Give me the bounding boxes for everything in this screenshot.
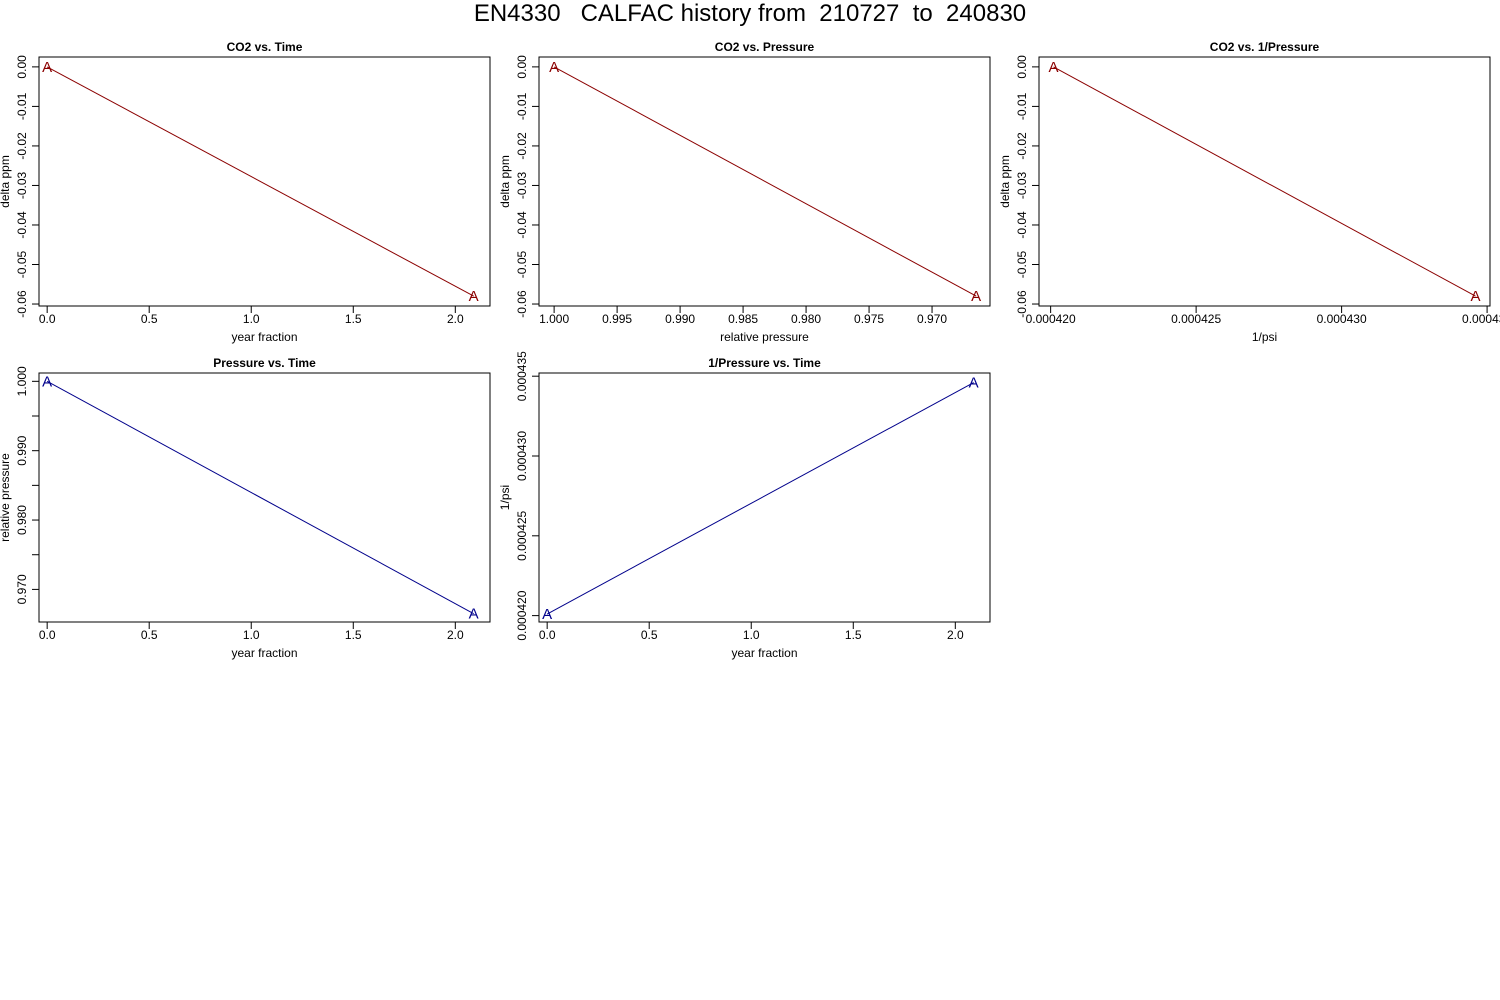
x-tick-label: 1.0 xyxy=(243,628,260,642)
x-tick-label: 0.990 xyxy=(665,312,695,326)
series-line xyxy=(46,380,474,615)
data-point-marker: A xyxy=(969,375,979,392)
series-line xyxy=(546,382,974,615)
y-tick-label: -0.06 xyxy=(515,290,529,318)
y-tick-label: -0.03 xyxy=(515,171,529,199)
x-tick-label: 0.5 xyxy=(141,628,158,642)
x-tick-label: 0.995 xyxy=(602,312,632,326)
data-point-marker: A xyxy=(469,606,479,623)
figure-title: EN4330 CALFAC history from 210727 to 240… xyxy=(473,0,1027,27)
x-tick-label: 0.980 xyxy=(791,312,821,326)
x-tick-label: 0.5 xyxy=(641,628,658,642)
chart-title: 1/Pressure vs. Time xyxy=(708,356,821,370)
y-tick-label: -0.03 xyxy=(1015,171,1029,199)
chart-title: CO2 vs. Time xyxy=(227,40,303,54)
y-tick-label: -0.06 xyxy=(1015,290,1029,318)
y-tick-label: 0.000435 xyxy=(515,351,529,401)
y-tick-label: 0.00 xyxy=(15,55,29,79)
y-tick-label: -0.04 xyxy=(1015,211,1029,239)
y-tick-label: -0.06 xyxy=(15,290,29,318)
x-tick-label: 0.0 xyxy=(39,312,56,326)
series-line xyxy=(553,66,977,297)
x-tick-label: 1.5 xyxy=(345,628,362,642)
chart-title: CO2 vs. 1/Pressure xyxy=(1210,40,1320,54)
x-tick-label: 0.000435 xyxy=(1462,312,1500,326)
chart-panel: CO2 vs. Time 0.0 0.5 1.0 1.5 2.0 year fraction… xyxy=(0,40,491,344)
y-tick-label: -0.05 xyxy=(515,251,529,279)
x-tick-label: 1.000 xyxy=(539,312,569,326)
x-tick-label: 0.000425 xyxy=(1171,312,1221,326)
y-tick-label: 1.000 xyxy=(15,366,29,396)
y-tick-label: 0.990 xyxy=(15,435,29,465)
chart-panel: Pressure vs. Time 0.0 0.5 1.0 1.5 2.0 year fra… xyxy=(0,356,491,660)
y-tick-label: -0.04 xyxy=(515,211,529,239)
x-axis-label: year fraction xyxy=(231,646,297,660)
x-tick-label: 1.5 xyxy=(345,312,362,326)
x-axis-label: year fraction xyxy=(731,646,797,660)
y-tick-label: -0.05 xyxy=(15,251,29,279)
x-tick-label: 0.970 xyxy=(917,312,947,326)
x-axis-label: year fraction xyxy=(231,330,297,344)
y-tick-label: 0.980 xyxy=(15,505,29,535)
y-axis-label: delta ppm xyxy=(498,155,512,208)
data-point-marker: A xyxy=(42,59,52,76)
plot-frame xyxy=(38,372,491,623)
y-tick-label: -0.01 xyxy=(15,92,29,120)
y-tick-label: 0.00 xyxy=(1015,55,1029,79)
y-axis-label: 1/psi xyxy=(498,485,512,510)
x-tick-label: 0.0 xyxy=(39,628,56,642)
y-tick-label: 0.000430 xyxy=(515,431,529,481)
y-tick-label: -0.01 xyxy=(1015,92,1029,120)
data-point-marker: A xyxy=(1049,59,1059,76)
x-tick-label: 0.0 xyxy=(539,628,556,642)
data-point-marker: A xyxy=(542,606,552,623)
x-tick-label: 0.000430 xyxy=(1317,312,1367,326)
x-tick-label: 0.000420 xyxy=(1026,312,1076,326)
series-line xyxy=(1053,66,1476,297)
y-tick-label: 0.970 xyxy=(15,574,29,604)
data-point-marker: A xyxy=(1470,288,1480,305)
x-tick-label: 1.0 xyxy=(243,312,260,326)
x-tick-label: 2.0 xyxy=(947,628,964,642)
y-tick-label: -0.02 xyxy=(1015,132,1029,160)
y-tick-label: 0.000425 xyxy=(515,510,529,560)
y-tick-label: -0.02 xyxy=(15,132,29,160)
y-tick-label: 0.00 xyxy=(515,55,529,79)
x-axis-label: relative pressure xyxy=(720,330,809,344)
y-axis-label: delta ppm xyxy=(998,155,1012,208)
y-tick-label: -0.05 xyxy=(1015,251,1029,279)
y-tick-label: -0.04 xyxy=(15,211,29,239)
x-tick-label: 0.985 xyxy=(728,312,758,326)
x-tick-label: 0.5 xyxy=(141,312,158,326)
y-axis-label: delta ppm xyxy=(0,155,12,208)
y-axis-label: relative pressure xyxy=(0,453,12,542)
x-tick-label: 2.0 xyxy=(447,312,464,326)
chart-title: CO2 vs. Pressure xyxy=(715,40,815,54)
x-tick-label: 1.0 xyxy=(743,628,760,642)
x-tick-label: 0.975 xyxy=(854,312,884,326)
x-tick-label: 1.5 xyxy=(845,628,862,642)
data-point-marker: A xyxy=(42,373,52,390)
data-point-marker: A xyxy=(549,59,559,76)
y-tick-label: -0.01 xyxy=(515,92,529,120)
x-axis-label: 1/psi xyxy=(1252,330,1277,344)
data-point-marker: A xyxy=(469,288,479,305)
y-tick-label: -0.02 xyxy=(515,132,529,160)
series-line xyxy=(46,66,474,297)
data-point-marker: A xyxy=(971,288,981,305)
chart-title: Pressure vs. Time xyxy=(213,356,316,370)
chart-panel: CO2 vs. 1/Pressure 0.000420 0.000425 0.0004… xyxy=(998,40,1500,344)
y-tick-label: -0.03 xyxy=(15,171,29,199)
y-tick-label: 0.000420 xyxy=(515,590,529,640)
chart-panel: 1/Pressure vs. Time 0.0 0.5 1.0 1.5 2.0 year f… xyxy=(498,351,991,660)
x-tick-label: 2.0 xyxy=(447,628,464,642)
chart-panel: CO2 vs. Pressure 1.000 0.995 0.990 0.985 0.98… xyxy=(498,40,991,344)
